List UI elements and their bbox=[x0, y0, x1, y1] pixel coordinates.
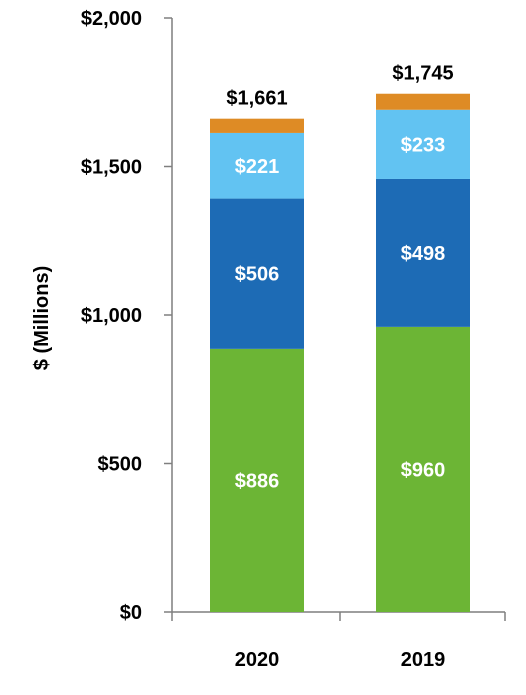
x-category-label: 2020 bbox=[235, 649, 280, 671]
segment-value-label: $221 bbox=[235, 156, 280, 178]
segment-value-label: $960 bbox=[401, 459, 446, 481]
bar-segment bbox=[376, 326, 470, 612]
segment-value-label: $233 bbox=[401, 134, 446, 156]
segment-value-label: $506 bbox=[235, 264, 280, 286]
y-axis: $0 $500 $1,000 $1,500 $2,000 bbox=[81, 8, 173, 624]
bar-total-label: $1,661 bbox=[226, 88, 287, 110]
y-tick-label: $0 bbox=[120, 602, 142, 624]
y-axis-label: $ (Millions) bbox=[31, 266, 53, 370]
y-tick-label: $2,000 bbox=[81, 8, 142, 30]
segment-value-label: $498 bbox=[401, 243, 446, 265]
bar-segment bbox=[210, 198, 304, 349]
bar-segment bbox=[376, 93, 470, 110]
x-axis: 2020 2019 bbox=[171, 611, 506, 671]
segment-value-label: $886 bbox=[235, 470, 280, 492]
data-labels: $886 $506 $221 $1,661 $960 $498 $233 $1,745 bbox=[226, 63, 453, 493]
bar-segment bbox=[210, 348, 304, 612]
bars bbox=[210, 93, 470, 612]
bar-segment bbox=[376, 178, 470, 327]
bar-total-label: $1,745 bbox=[392, 63, 453, 85]
x-category-label: 2019 bbox=[401, 649, 446, 671]
y-tick-label: $1,000 bbox=[81, 305, 142, 327]
bar-segment bbox=[210, 118, 304, 133]
bar-segment bbox=[210, 132, 304, 199]
y-tick-label: $500 bbox=[98, 454, 143, 476]
bar-segment bbox=[376, 109, 470, 179]
y-tick-label: $1,500 bbox=[81, 157, 142, 179]
